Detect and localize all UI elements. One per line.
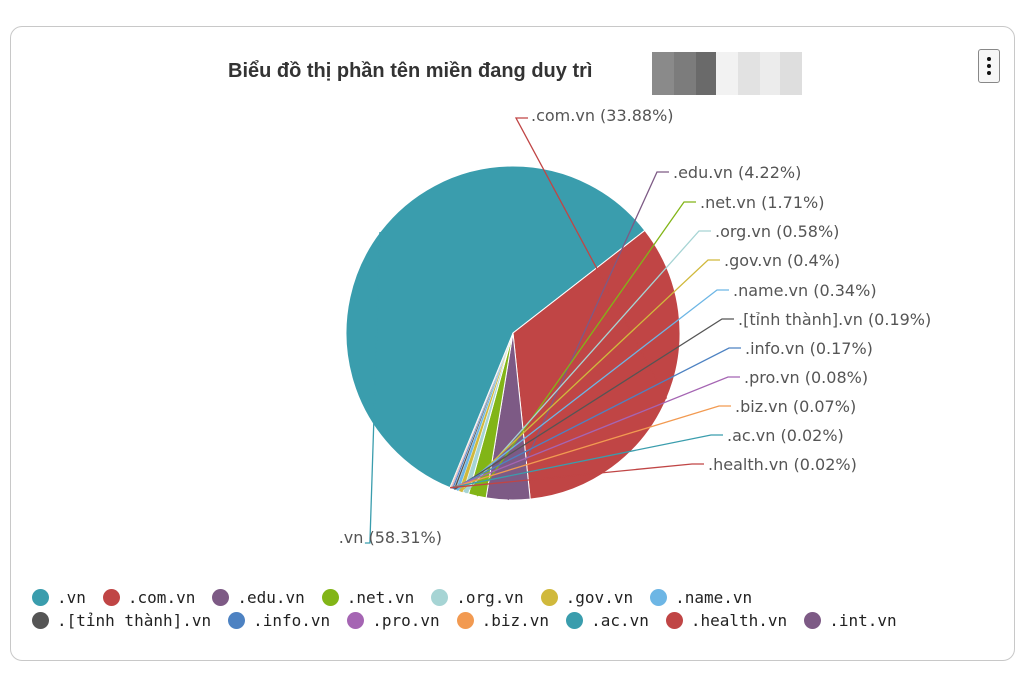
legend-swatch xyxy=(566,612,584,629)
data-label-connector xyxy=(364,232,381,544)
legend-label: .health.vn xyxy=(690,611,788,630)
legend-swatch xyxy=(228,612,246,629)
data-label-connector xyxy=(456,289,729,491)
data-label-connector xyxy=(514,117,668,399)
data-label-connector xyxy=(454,318,734,490)
redacted-title-suffix xyxy=(652,52,802,95)
data-label: .vn (58.31%) xyxy=(339,528,442,547)
data-label: .org.vn (0.58%) xyxy=(715,222,839,241)
legend-item[interactable]: .org.vn xyxy=(431,588,524,607)
data-label: .name.vn (0.34%) xyxy=(733,281,877,300)
legend-item[interactable]: .com.vn xyxy=(102,588,196,607)
chart-menu-button[interactable] xyxy=(978,49,1000,83)
legend-label: .info.vn xyxy=(253,611,331,630)
legend-label: .vn xyxy=(57,588,86,607)
legend-swatch xyxy=(32,589,49,606)
data-label-connector xyxy=(476,201,696,497)
legend-label: .name.vn xyxy=(675,588,753,607)
legend-item[interactable]: .biz.vn xyxy=(456,611,550,630)
legend-item[interactable]: .[tỉnh thành].vn xyxy=(32,611,211,630)
legend-swatch xyxy=(431,589,449,606)
legend-item[interactable]: .net.vn xyxy=(321,588,415,607)
legend-item[interactable]: .name.vn xyxy=(650,588,752,607)
legend-item[interactable]: .info.vn xyxy=(228,611,330,630)
data-label-connector xyxy=(450,434,723,489)
data-label: .edu.vn (4.22%) xyxy=(673,163,801,182)
legend-label: .edu.vn xyxy=(237,588,305,607)
legend-label: .ac.vn xyxy=(591,611,649,630)
data-label: .net.vn (1.71%) xyxy=(700,193,824,212)
data-label: .com.vn (33.88%) xyxy=(531,106,674,125)
legend-swatch xyxy=(347,612,365,629)
legend-row: .vn .com.vn .edu.vn .net.vn .org.vn .gov.vn .n… xyxy=(32,586,1012,609)
legend-label: .org.vn xyxy=(456,588,524,607)
legend-label: .pro.vn xyxy=(372,611,440,630)
legend-row: .[tỉnh thành].vn .info.vn .pro.vn .biz.vn .a… xyxy=(32,609,1012,632)
data-label-connector xyxy=(465,230,711,494)
data-label-connector xyxy=(451,376,740,489)
data-label-connector xyxy=(460,259,720,493)
data-label: .info.vn (0.17%) xyxy=(745,339,873,358)
pie-slice[interactable] xyxy=(449,332,514,488)
data-label: .ac.vn (0.02%) xyxy=(727,426,844,445)
kebab-menu-icon xyxy=(987,57,991,61)
legend-item[interactable]: .pro.vn xyxy=(347,611,440,630)
legend-item[interactable]: .edu.vn xyxy=(212,588,305,607)
legend-label: .gov.vn xyxy=(565,588,634,607)
legend-swatch xyxy=(650,589,668,606)
chart-title: Biểu đồ thị phần tên miền đang duy trì xyxy=(228,60,593,82)
legend-swatch xyxy=(212,589,230,606)
legend-item[interactable]: .health.vn xyxy=(665,611,788,630)
data-label-connector xyxy=(452,347,741,490)
legend-item[interactable]: .vn xyxy=(32,588,86,607)
data-label: .health.vn (0.02%) xyxy=(708,455,857,474)
data-label: .gov.vn (0.4%) xyxy=(724,251,840,270)
data-label: .biz.vn (0.07%) xyxy=(735,397,856,416)
legend-label: .[tỉnh thành].vn xyxy=(57,611,212,630)
data-label: .pro.vn (0.08%) xyxy=(744,368,868,387)
data-label-connector xyxy=(450,405,731,489)
legend-label: .com.vn xyxy=(127,588,196,607)
legend-label: .int.vn xyxy=(829,611,897,630)
data-label: .[tỉnh thành].vn (0.19%) xyxy=(738,310,931,329)
chart-legend: .vn .com.vn .edu.vn .net.vn .org.vn .gov.vn .n… xyxy=(32,586,1012,632)
legend-swatch xyxy=(102,589,120,606)
legend-swatch xyxy=(321,589,339,606)
legend-item[interactable]: .ac.vn xyxy=(566,611,649,630)
pie-data-labels: .vn (58.31%) .com.vn (33.88%) .edu.vn (4.2… xyxy=(339,106,932,547)
legend-swatch xyxy=(665,612,683,629)
legend-label: .net.vn xyxy=(346,588,415,607)
legend-swatch xyxy=(804,612,822,629)
pie-slices xyxy=(345,165,681,501)
legend-label: .biz.vn xyxy=(481,611,550,630)
data-label-connector xyxy=(450,463,704,489)
legend-item[interactable]: .int.vn xyxy=(804,611,897,630)
legend-swatch xyxy=(32,612,49,629)
legend-swatch xyxy=(456,612,474,629)
legend-item[interactable]: .gov.vn xyxy=(540,588,634,607)
legend-swatch xyxy=(540,589,558,606)
